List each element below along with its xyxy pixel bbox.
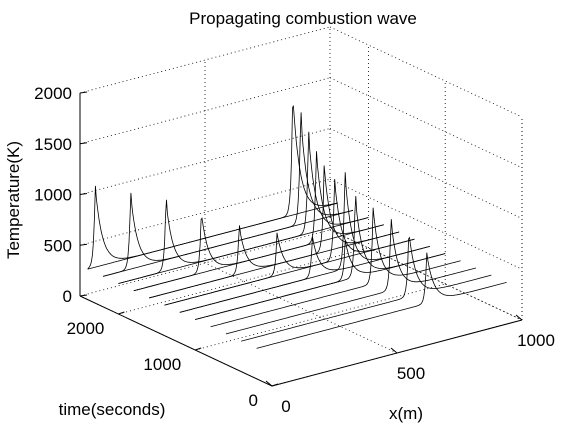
- y-ticks: 0 1000 2000: [67, 311, 279, 410]
- temperature-profile-line: [225, 219, 477, 335]
- temperature-profile-line: [195, 195, 446, 320]
- z-tick-label: 0: [63, 287, 72, 306]
- temperature-profile-line: [179, 172, 430, 313]
- temperature-profile-line: [133, 151, 384, 292]
- temperature-profile-line: [164, 178, 415, 306]
- z-tick-mark: [79, 142, 88, 145]
- grid-line: [329, 178, 523, 270]
- temperature-profile-line: [118, 131, 369, 284]
- grid-line: [118, 247, 369, 315]
- grid-line: [329, 128, 523, 219]
- grid-line: [329, 26, 523, 118]
- z-tick-label: 1000: [34, 186, 72, 205]
- temperature-profile-line: [87, 185, 338, 269]
- temperature-profile-line: [241, 236, 492, 342]
- z-tick-label: 2000: [34, 84, 72, 103]
- temperature-profile-line: [102, 192, 354, 277]
- z-axis-label: Temperature(K): [4, 141, 23, 259]
- grid-line: [79, 26, 331, 94]
- x-ticks: 0 500 1000: [265, 314, 555, 416]
- grid-lines: [79, 26, 523, 387]
- z-tick-mark: [79, 91, 88, 94]
- y-tick-label: 1000: [143, 355, 181, 374]
- grid-line: [329, 229, 523, 321]
- y-axis-line: [79, 295, 273, 387]
- temperature-profile-line: [118, 199, 369, 284]
- z-ticks: 0 500 1000 1500 2000: [34, 84, 88, 306]
- temperature-profile-line: [102, 112, 354, 277]
- z-tick-label: 1500: [34, 135, 72, 154]
- temperature-profile-line: [210, 207, 461, 328]
- chart-title: Propagating combustion wave: [189, 9, 417, 28]
- x-tick-label: 0: [281, 397, 290, 416]
- z-tick-mark: [79, 243, 88, 246]
- y-tick-label: 2000: [67, 319, 105, 338]
- axis-lines: [79, 93, 523, 387]
- y-axis-label: time(seconds): [59, 400, 166, 419]
- z-tick-mark: [79, 193, 88, 195]
- z-tick-label: 500: [44, 236, 72, 255]
- x-tick-label: 500: [397, 364, 425, 383]
- y-tick-mark: [195, 347, 202, 351]
- x-tick-label: 1000: [517, 331, 555, 350]
- grid-line: [204, 262, 398, 354]
- x-tick-mark: [265, 380, 273, 387]
- traces: [87, 105, 507, 349]
- grid-line: [329, 77, 523, 169]
- y-tick-mark: [271, 383, 279, 387]
- z-tick-mark: [79, 294, 88, 297]
- x-tick-mark: [390, 347, 398, 354]
- temperature-profile-line: [256, 252, 507, 349]
- y-tick-label: 0: [249, 391, 258, 410]
- y-tick-mark: [118, 311, 125, 315]
- x-tick-mark: [515, 314, 523, 321]
- temperature-profile-line: [149, 165, 400, 299]
- x-axis-label: x(m): [389, 404, 423, 423]
- temperature-profile-line: [87, 105, 338, 270]
